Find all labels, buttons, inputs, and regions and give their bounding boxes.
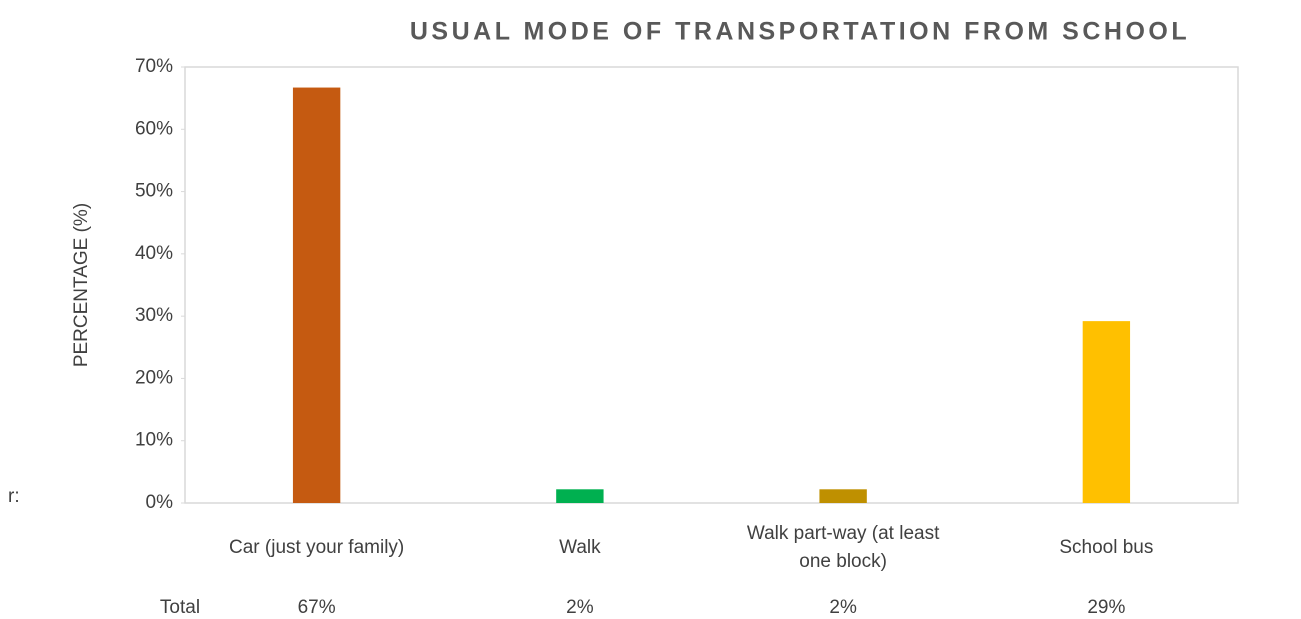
bar	[292, 87, 341, 503]
bar	[1082, 321, 1131, 503]
y-tick-label: 60%	[135, 118, 173, 139]
table-value: 67%	[298, 597, 336, 618]
x-tick-label: Walk	[559, 537, 601, 558]
y-axis-label: PERCENTAGE (%)	[71, 203, 92, 367]
x-tick-label: Car (just your family)	[229, 537, 404, 558]
bar	[819, 489, 867, 503]
y-tick-label: 10%	[135, 430, 173, 451]
table-value: 2%	[829, 597, 857, 618]
bar	[556, 489, 604, 503]
y-tick-label: 70%	[135, 56, 173, 77]
x-tick-label: School bus	[1059, 537, 1153, 558]
table-row-label: Total	[160, 597, 200, 618]
table-value: 2%	[566, 597, 594, 618]
plot-area	[184, 66, 1239, 504]
side-text: r:	[8, 486, 20, 507]
y-tick-label: 50%	[135, 181, 173, 202]
y-tick-label: 30%	[135, 305, 173, 326]
y-tick-label: 20%	[135, 367, 173, 388]
table-value: 29%	[1087, 597, 1125, 618]
y-tick-label: 0%	[146, 492, 174, 513]
x-tick-label: Walk part-way (at least one block)	[747, 523, 940, 572]
y-tick-label: 40%	[135, 243, 173, 264]
chart-title: USUAL MODE OF TRANSPORTATION FROM SCHOOL	[410, 18, 1190, 46]
